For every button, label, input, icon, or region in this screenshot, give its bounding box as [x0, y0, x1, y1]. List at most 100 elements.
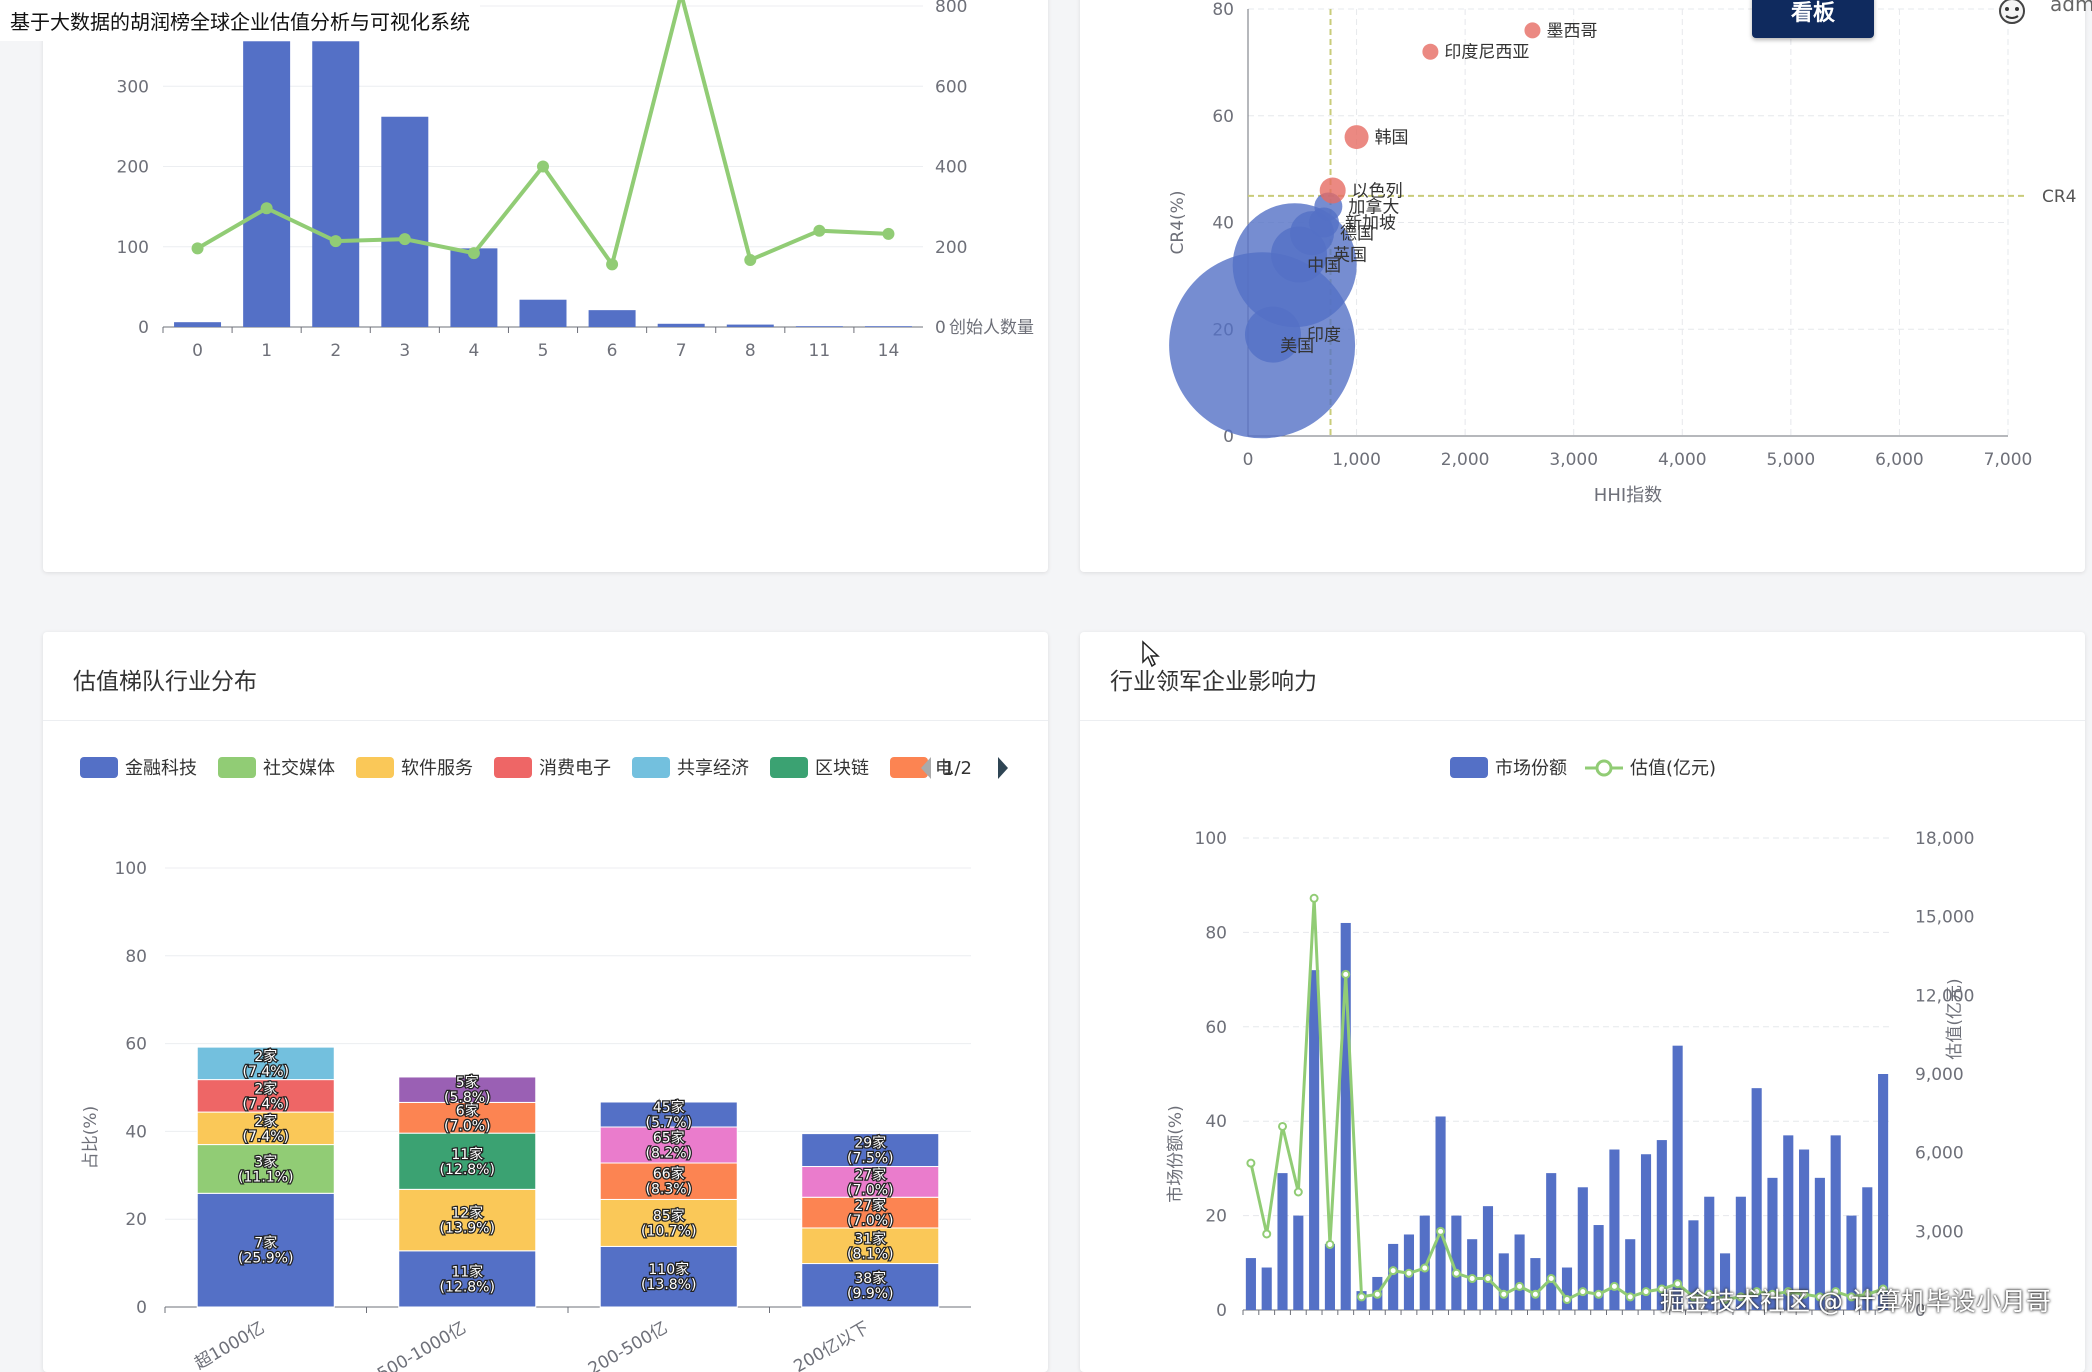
y-tick-label: 60: [1212, 107, 1234, 127]
bar: [1293, 1215, 1304, 1310]
segment-label: 66家: [653, 1166, 685, 1183]
bar: [657, 323, 705, 327]
x-tick-label: 14: [878, 341, 900, 361]
x-axis-label: 创始人数量: [949, 318, 1034, 338]
line-point: [1783, 1287, 1793, 1297]
line-point: [1752, 1287, 1762, 1297]
segment-label: (5.7%): [646, 1115, 693, 1131]
bubble-label: 印度: [1307, 326, 1341, 346]
segment-label: (8.3%): [646, 1182, 693, 1198]
y-right-tick-label: 9,000: [1915, 1065, 1964, 1085]
line-point: [1309, 893, 1319, 903]
line-point: [467, 247, 480, 260]
bar: [1593, 1225, 1604, 1310]
bar: [519, 299, 567, 327]
line-point: [1688, 1292, 1698, 1302]
x-tick-label: 1,000: [1332, 450, 1381, 470]
y-tick-label: 80: [1212, 0, 1234, 20]
bar: [1577, 1187, 1588, 1310]
panel-title: 行业领军企业影响力: [1110, 669, 1317, 695]
bar: [1688, 1220, 1699, 1310]
bar: [1625, 1239, 1636, 1310]
stack-segment: [398, 1101, 537, 1134]
x-tick-label: 6: [607, 341, 618, 361]
segment-label: (7.0%): [444, 1118, 491, 1134]
stack-segment: [599, 1101, 738, 1128]
y-tick-label: 100: [115, 859, 147, 879]
segment-label: (8.1%): [847, 1246, 894, 1262]
y-left-tick-label: 100: [1195, 829, 1227, 849]
x-tick-label: 11: [809, 341, 831, 361]
bubble-label: 德国: [1340, 224, 1374, 244]
dashboard-button[interactable]: 看板: [1752, 0, 1874, 38]
line-point: [1262, 1229, 1272, 1239]
bar: [1609, 1149, 1620, 1310]
y-tick-label: 80: [125, 947, 147, 967]
segment-label: 38家: [854, 1270, 886, 1287]
legend-next-icon: [998, 757, 1008, 779]
segment-label: 11家: [451, 1263, 483, 1280]
bar: [1767, 1177, 1778, 1310]
line-point: [1846, 1292, 1856, 1302]
segment-label: (25.9%): [238, 1251, 293, 1267]
panel-divider: [43, 720, 1048, 721]
x-tick-label: 3,000: [1549, 450, 1598, 470]
bar: [726, 324, 774, 327]
line-point: [1436, 1226, 1446, 1236]
bar: [1530, 1258, 1541, 1310]
legend-prev-icon: [921, 757, 931, 779]
line-point: [1372, 1289, 1382, 1299]
stack-segment: [398, 1250, 537, 1308]
bar: [1751, 1088, 1762, 1310]
y-right-tick-label: 6,000: [1915, 1144, 1964, 1164]
legend-label: 消费电子: [539, 758, 611, 779]
y-tick-label: 0: [1223, 427, 1234, 447]
legend-swatch: [632, 757, 670, 778]
line-point: [1325, 1239, 1335, 1249]
segment-label: (11.1%): [238, 1169, 293, 1185]
bubble-label: 美国: [1280, 336, 1314, 356]
x-tick-label: 0: [1243, 450, 1254, 470]
founders-panel: 0 100 200 300 200 400 600 800 0 创始人数量 0 1 2 3 4 5 6 7 8 11 1…: [43, 0, 1048, 572]
segment-label: (9.9%): [847, 1286, 894, 1302]
line-point: [1341, 969, 1351, 979]
bar: [1735, 1196, 1746, 1310]
line-point: [398, 233, 411, 246]
panel-divider: [1080, 720, 2085, 721]
legend-label: 共享经济: [677, 758, 749, 779]
bar: [1309, 970, 1320, 1310]
y-left-tick-label: 20: [1205, 1207, 1227, 1227]
bubble-label: 加拿大: [1348, 196, 1399, 217]
x-tick-label: 5,000: [1767, 450, 1816, 470]
segment-label: 27家: [854, 1166, 886, 1183]
legend-label: 区块链: [815, 758, 869, 779]
y-left-tick-label: 300: [117, 77, 149, 97]
y-axis-title: 占比(%): [81, 1106, 101, 1169]
line-point: [1673, 1279, 1683, 1289]
app-title: 基于大数据的胡润榜全球企业估值分析与可视化系统: [0, 0, 480, 41]
line-point: [1878, 1284, 1888, 1294]
bar: [1514, 1234, 1525, 1310]
bar: [1783, 1135, 1794, 1310]
bubble-label: 以色列: [1352, 181, 1403, 201]
segment-label: (5.8%): [444, 1090, 491, 1106]
x-tick-label: 4: [468, 341, 479, 361]
x-tick-label: 2: [330, 341, 341, 361]
segment-label: (12.8%): [440, 1162, 495, 1178]
user-name[interactable]: adm: [2050, 0, 2092, 16]
x-tick-label: 4,000: [1658, 450, 1707, 470]
line-point: [1515, 1281, 1525, 1291]
x-tick-label: 1: [261, 341, 272, 361]
bar: [243, 41, 291, 328]
legend-swatch: [494, 757, 532, 778]
x-tick-label: 200亿以下: [790, 1318, 872, 1372]
line-point: [191, 242, 204, 255]
tier-industry-panel: 估值梯队行业分布 金融科技 社交媒体 软件服务 消费电子 共享经济 区块链 电 1/2 0 20 4…: [43, 632, 1048, 1372]
line-point: [537, 160, 549, 173]
user-avatar-icon[interactable]: [1990, 0, 2034, 26]
segment-label: 2家: [254, 1113, 277, 1130]
segment-label: 5家: [456, 1074, 479, 1091]
x-tick-label: 500-1000亿: [374, 1318, 470, 1372]
segment-label: 12家: [451, 1205, 483, 1222]
